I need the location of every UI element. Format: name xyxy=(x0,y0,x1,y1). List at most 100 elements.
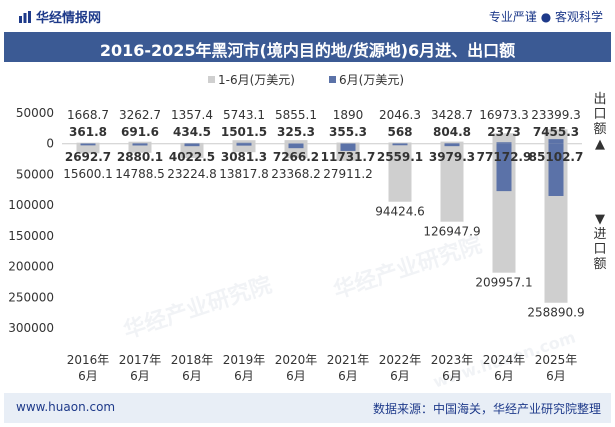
label-1-6-month-import: 258890.9 xyxy=(527,306,584,320)
label-june-export: 355.3 xyxy=(329,125,367,139)
x-tick-label-year: 2023年 xyxy=(431,353,474,367)
label-june-export: 568 xyxy=(387,125,412,139)
x-tick-label-year: 2019年 xyxy=(223,353,266,367)
bar-1-6-month-import xyxy=(440,143,464,222)
brand-name: 华经情报网 xyxy=(36,11,102,26)
y-tick-label: 0 xyxy=(46,137,54,151)
x-tick-label-month: 6月 xyxy=(130,369,150,383)
website-link[interactable]: www.huaon.com xyxy=(16,400,116,414)
bar-june-import xyxy=(236,143,252,146)
x-tick-label-month: 6月 xyxy=(494,369,514,383)
label-1-6-month-import: 23224.8 xyxy=(167,167,217,181)
y-tick-label: 50000 xyxy=(16,167,54,181)
bar-1-6-month-export xyxy=(232,140,256,144)
label-1-6-month-import: 15600.1 xyxy=(63,167,113,181)
label-1-6-month-export: 1357.4 xyxy=(171,108,213,122)
x-tick-label-month: 6月 xyxy=(78,369,98,383)
label-june-import: 3979.3 xyxy=(429,150,475,164)
bar-june-import xyxy=(184,143,200,147)
y-tick-label: 200000 xyxy=(8,260,54,274)
label-june-export: 691.6 xyxy=(121,125,159,139)
export-label: 出口额 xyxy=(593,92,607,137)
bar-june-import xyxy=(392,143,408,146)
y-tick-label: 50000 xyxy=(16,106,54,120)
y-tick-label: 100000 xyxy=(8,198,54,212)
brand[interactable]: 华经情报网 xyxy=(18,7,101,26)
x-tick-label-month: 6月 xyxy=(338,369,358,383)
up-arrow-icon: ▲ xyxy=(595,137,605,152)
brand-logo-icon xyxy=(19,11,31,23)
bar-june-export xyxy=(444,143,460,144)
data-source: 数据来源：中国海关，华经产业研究院整理 xyxy=(372,402,601,416)
legend-swatch-june xyxy=(329,76,336,83)
down-arrow-icon: ▼ xyxy=(595,212,605,227)
label-1-6-month-export: 5855.1 xyxy=(275,108,317,122)
x-tick-label-month: 6月 xyxy=(546,369,566,383)
x-tick-label-month: 6月 xyxy=(234,369,254,383)
bar-1-6-month-import xyxy=(388,143,412,202)
tagline: 专业严谨 ● 客观科学 xyxy=(488,10,603,24)
bar-1-6-month-export xyxy=(128,141,152,144)
bar-june-import xyxy=(340,143,356,151)
x-tick-label-month: 6月 xyxy=(286,369,306,383)
bar-1-6-month-import xyxy=(180,143,204,158)
label-1-6-month-export: 3262.7 xyxy=(119,108,161,122)
label-june-import: 2880.1 xyxy=(117,150,163,164)
y-tick-label: 300000 xyxy=(8,321,54,335)
top-bar: 华经情报网 专业严谨 ● 客观科学 xyxy=(0,0,615,30)
bar-1-6-month-export xyxy=(76,142,100,144)
label-june-import: 77172.9 xyxy=(477,150,532,164)
export-axis-label: 出口额 ▲ xyxy=(592,92,608,152)
label-june-import: 85102.7 xyxy=(529,150,584,164)
x-tick-label-month: 6月 xyxy=(390,369,410,383)
bar-june-export xyxy=(184,143,200,144)
label-1-6-month-export: 5743.1 xyxy=(223,108,265,122)
import-label: 进口额 xyxy=(593,227,607,272)
label-1-6-month-import: 27911.2 xyxy=(323,167,373,181)
x-tick-label-month: 6月 xyxy=(442,369,462,383)
label-june-export: 804.8 xyxy=(433,125,471,139)
footer: www.huaon.com 数据来源：中国海关，华经产业研究院整理 xyxy=(4,393,611,423)
x-tick-label-year: 2016年 xyxy=(67,353,110,367)
label-june-export: 7455.3 xyxy=(533,125,579,139)
y-tick-label: 150000 xyxy=(8,229,54,243)
bar-1-6-month-export xyxy=(440,141,464,144)
label-june-import: 7266.2 xyxy=(273,150,319,164)
chart-title: 2016-2025年黑河市(境内目的地/货源地)6月进、出口额 xyxy=(99,41,516,60)
label-1-6-month-import: 23368.2 xyxy=(271,167,321,181)
label-1-6-month-export: 16973.3 xyxy=(479,108,529,122)
x-tick-label-year: 2020年 xyxy=(275,353,318,367)
x-tick-label-month: 6月 xyxy=(182,369,202,383)
label-june-import: 2692.7 xyxy=(65,150,111,164)
bar-june-export xyxy=(132,143,148,144)
legend-label-june: 6月(万美元) xyxy=(339,73,404,87)
bar-june-import xyxy=(132,143,148,146)
label-june-export: 325.3 xyxy=(277,125,315,139)
bar-june-import xyxy=(80,143,96,146)
bar-1-6-month-export xyxy=(492,133,516,144)
import-axis-label: ▼ 进口额 xyxy=(592,212,608,272)
label-june-import: 2559.1 xyxy=(377,150,423,164)
label-1-6-month-import: 94424.6 xyxy=(375,205,425,219)
label-1-6-month-export: 3428.7 xyxy=(431,108,473,122)
bar-june-import xyxy=(548,143,564,196)
x-tick-label-year: 2025年 xyxy=(535,353,578,367)
legend-swatch-1-6-month xyxy=(208,76,215,83)
label-june-export: 1501.5 xyxy=(221,125,267,139)
bar-june-import xyxy=(288,143,304,149)
label-1-6-month-import: 13817.8 xyxy=(219,167,269,181)
label-1-6-month-import: 126947.9 xyxy=(423,225,480,239)
bar-1-6-month-export xyxy=(336,142,360,144)
label-1-6-month-export: 23399.3 xyxy=(531,108,581,122)
x-tick-label-year: 2018年 xyxy=(171,353,214,367)
label-1-6-month-export: 2046.3 xyxy=(379,108,421,122)
label-1-6-month-export: 1668.7 xyxy=(67,108,109,122)
bar-1-6-month-import xyxy=(232,143,256,153)
bar-june-import xyxy=(496,143,512,192)
title-bar: 2016-2025年黑河市(境内目的地/货源地)6月进、出口额 xyxy=(4,32,611,62)
label-1-6-month-import: 14788.5 xyxy=(115,167,165,181)
x-tick-label-year: 2021年 xyxy=(327,353,370,367)
bar-june-export xyxy=(392,143,408,144)
bar-1-6-month-import xyxy=(76,143,100,154)
